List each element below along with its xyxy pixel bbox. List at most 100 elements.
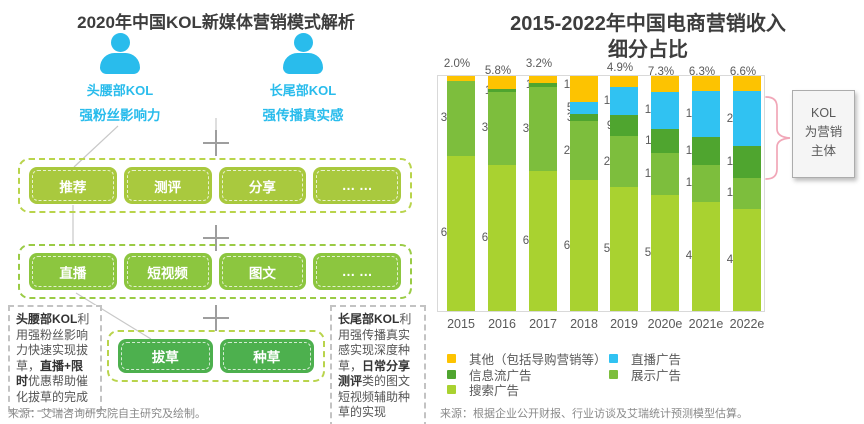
left-panel-title: 2020年中国KOL新媒体营销模式解析 xyxy=(77,13,355,32)
pill-种草: 种草 xyxy=(219,339,314,373)
bar-segment-其他（包括导购营销等） xyxy=(733,76,761,92)
actor-name: 头腰部KOL xyxy=(86,83,154,98)
note-long-tail-kol: 长尾部KOL利用强传播真实感实现深度种草，日常分享测评类的图文短视频辅助种草的实… xyxy=(330,305,426,424)
actor-name: 长尾部KOL xyxy=(269,83,337,98)
pill-分享: 分享 xyxy=(218,167,307,204)
bar-segment-直播广告 xyxy=(651,91,679,129)
pill-label: 拔草 xyxy=(151,350,179,365)
pill-短视频: 短视频 xyxy=(123,253,212,290)
ecommerce-share-chart-panel: 2015-2022年中国电商营销收入 细分占比 2.0%32.3%66.6%20… xyxy=(432,0,864,424)
legend-label: 直播广告 xyxy=(631,353,682,368)
actor-head-waist-kol: 头腰部KOL 强粉丝影响力 xyxy=(50,80,190,124)
right-source-note: 来源：根据企业公开财报、行业访谈及艾瑞统计预测模型估算。 xyxy=(440,408,748,420)
bar-segment-其他（包括导购营销等） xyxy=(488,76,516,90)
person-icon-long-tail-kol xyxy=(281,33,325,77)
legend-label: 展示广告 xyxy=(631,368,682,383)
note-head-waist-kol: 头腰部KOL利用强粉丝影响力快速实现拔草，直播+限时优惠帮助催化拔草的完成 xyxy=(8,305,102,412)
pill-label: 测评 xyxy=(154,179,182,195)
stacked-bar-2018 xyxy=(570,76,598,311)
actor-trait: 强粉丝影响力 xyxy=(79,108,161,123)
pill-label: 种草 xyxy=(253,350,281,365)
bar-segment-信息流广告 xyxy=(610,115,638,137)
bar-segment-信息流广告 xyxy=(529,83,557,88)
bar-segment-展示广告 xyxy=(610,136,638,187)
callout-line: 为营销 xyxy=(804,125,843,139)
pill-… …: … … xyxy=(313,253,401,290)
bar-segment-其他（包括导购营销等） xyxy=(610,76,638,87)
kol-callout-box: KOL 为营销 主体 xyxy=(792,90,855,178)
legend-swatch xyxy=(447,369,456,379)
pill-label: 直播 xyxy=(59,265,87,281)
x-axis-label-2020e: 2020e xyxy=(647,317,683,331)
pill-直播: 直播 xyxy=(29,253,117,290)
legend-swatch xyxy=(447,354,456,364)
bar-segment-搜索广告 xyxy=(610,186,638,311)
stacked-bar-2017 xyxy=(529,76,557,311)
plus-icon xyxy=(203,305,229,331)
legend-label: 信息流广告 xyxy=(469,368,532,383)
plus-icon xyxy=(203,130,229,156)
note-text-run: 长尾部KOL xyxy=(338,312,400,326)
x-axis-label-2019: 2019 xyxy=(610,317,638,331)
bar-segment-搜索广告 xyxy=(733,208,761,311)
x-axis-label-2021e: 2021e xyxy=(688,317,724,331)
note-text-run: 直播+限时 xyxy=(16,358,84,389)
note-text-run: 优惠帮助催化拔草的完成 xyxy=(16,374,89,404)
person-head xyxy=(293,33,313,52)
pill-label: … … xyxy=(341,178,373,193)
pill-label: 分享 xyxy=(248,179,276,195)
bar-segment-展示广告 xyxy=(488,91,516,165)
pill-测评: 测评 xyxy=(123,167,212,204)
actor-trait: 强传播真实感 xyxy=(262,108,344,123)
legend-item-直播广告: 直播广告 xyxy=(609,351,681,367)
bar-segment-直播广告 xyxy=(570,102,598,115)
pill-图文: 图文 xyxy=(218,253,307,290)
bar-segment-搜索广告 xyxy=(529,171,557,311)
pill-label: 推荐 xyxy=(59,179,87,195)
x-axis-label-2017: 2017 xyxy=(529,317,557,331)
bar-segment-展示广告 xyxy=(447,80,475,156)
pill-label: 短视频 xyxy=(147,265,188,281)
bar-segment-展示广告 xyxy=(529,87,557,172)
kol-model-panel: 2020年中国KOL新媒体营销模式解析 头腰部KOL 强粉丝影响力 长尾部KOL… xyxy=(8,13,426,424)
pill-label: 图文 xyxy=(248,265,276,281)
content-row-grass: 拔草 种草 xyxy=(107,330,325,382)
left-source-note: 来源：艾瑞咨询研究院自主研究及绘制。 xyxy=(8,408,206,420)
legend-swatch xyxy=(609,354,618,364)
callout-line: KOL xyxy=(810,106,836,120)
stacked-bar-2021e xyxy=(692,76,720,311)
pill-… …: … … xyxy=(313,167,401,204)
bar-segment-直播广告 xyxy=(692,90,720,137)
bar-segment-展示广告 xyxy=(692,164,720,202)
legend-item-展示广告: 展示广告 xyxy=(609,367,681,383)
note-text-run: 利用强传播真实感实现深度种草， xyxy=(338,312,412,373)
stacked-bar-2022e xyxy=(733,76,761,311)
segment-label: 4.9% xyxy=(606,62,634,74)
note-text-run: 利用强粉丝影响力快速实现拔草， xyxy=(16,312,90,373)
bar-segment-其他（包括导购营销等） xyxy=(570,76,598,103)
segment-label: 2.0% xyxy=(443,58,471,70)
bar-segment-信息流广告 xyxy=(488,89,516,92)
legend-swatch xyxy=(447,385,456,395)
bar-segment-其他（包括导购营销等） xyxy=(447,76,475,81)
bar-segment-直播广告 xyxy=(610,86,638,115)
content-row-recommend: 推荐 测评 分享 … … xyxy=(18,158,412,213)
bar-segment-直播广告 xyxy=(733,91,761,147)
bar-segment-信息流广告 xyxy=(651,128,679,154)
stacked-bar-2019 xyxy=(610,76,638,311)
bar-segment-展示广告 xyxy=(570,120,598,181)
person-icon-head-waist-kol xyxy=(98,33,142,77)
chart-plot-area: 2.0%32.3%66.6%20155.8%1.0%31.8%63.4%2016… xyxy=(437,58,765,331)
person-body xyxy=(283,53,323,74)
chart-title-line2: 细分占比 xyxy=(608,39,688,61)
segment-label: 3.2% xyxy=(525,58,553,70)
segment-label: 6.6% xyxy=(729,66,757,78)
bar-segment-搜索广告 xyxy=(651,195,679,311)
chart-title-line1: 2015-2022年中国电商营销收入 xyxy=(510,13,786,35)
bar-segment-信息流广告 xyxy=(570,114,598,121)
content-row-media: 直播 短视频 图文 … … xyxy=(18,244,412,299)
legend-item-信息流广告: 信息流广告 xyxy=(447,367,607,383)
x-axis-label-2018: 2018 xyxy=(570,317,598,331)
bar-segment-其他（包括导购营销等） xyxy=(651,76,679,92)
